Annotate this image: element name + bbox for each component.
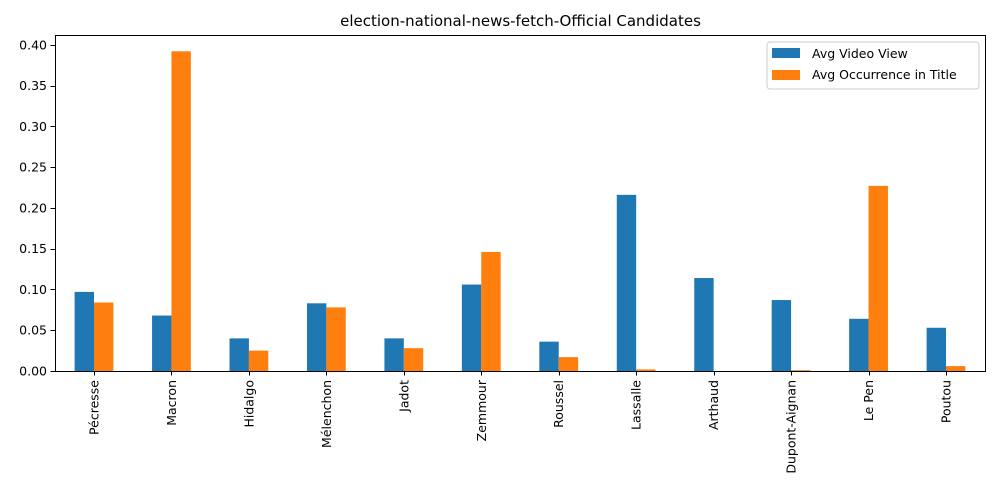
bar-video-view-11 <box>926 327 946 371</box>
bar-occurrence-title-3 <box>326 307 346 371</box>
bar-video-view-7 <box>616 194 637 371</box>
chart-title: election-national-news-fetch-Official Ca… <box>340 12 701 30</box>
bar-video-view-5 <box>461 284 482 371</box>
x-tick-label: Le Pen <box>861 380 876 421</box>
x-tick-label: Zemmour <box>474 379 489 441</box>
y-tick-label: 0.15 <box>19 241 47 256</box>
legend-swatch-video-view <box>772 48 800 58</box>
bar-video-view-0 <box>74 291 94 371</box>
y-tick-label: 0.35 <box>19 78 47 93</box>
y-tick-label: 0.30 <box>19 119 47 134</box>
bar-video-view-10 <box>849 318 869 371</box>
axes-layer <box>55 35 986 372</box>
legend-swatch-occurrence-title <box>772 70 800 80</box>
bar-occurrence-title-2 <box>248 350 269 371</box>
x-tick-label: Lassalle <box>629 380 644 430</box>
bar-occurrence-title-5 <box>481 251 501 371</box>
legend-label-video-view: Avg Video View <box>812 46 908 61</box>
x-tick-label: Macron <box>164 380 179 426</box>
bar-video-view-4 <box>384 338 404 371</box>
bars-layer <box>74 51 966 372</box>
x-tick-label: Mélenchon <box>319 380 334 448</box>
x-tick-label: Jadot <box>396 380 411 413</box>
y-ticks: 0.00 0.05 0.10 0.15 0.20 0.25 0.30 0.35 0.40 <box>19 37 55 379</box>
bar-video-view-1 <box>152 315 172 371</box>
bar-occurrence-title-4 <box>403 348 424 371</box>
bar-occurrence-title-1 <box>171 51 191 372</box>
bar-occurrence-title-11 <box>946 366 966 371</box>
x-tick-label: Poutou <box>939 380 954 423</box>
y-tick-label: 0.10 <box>19 282 47 297</box>
bar-video-view-3 <box>306 303 327 371</box>
legend-label-occurrence-title: Avg Occurrence in Title <box>812 67 957 82</box>
y-tick-label: 0.20 <box>19 200 47 215</box>
x-tick-label: Hidalgo <box>241 380 256 428</box>
x-tick-label: Roussel <box>551 380 566 428</box>
bar-occurrence-title-10 <box>868 185 888 371</box>
x-tick-label: Pécresse <box>87 380 102 435</box>
bar-video-view-8 <box>694 278 714 371</box>
bar-occurrence-title-6 <box>558 357 579 371</box>
y-tick-label: 0.40 <box>19 37 47 52</box>
x-tick-label: Dupont-Aignan <box>784 380 799 474</box>
x-tick-label: Arthaud <box>706 380 721 430</box>
legend-frame <box>766 41 980 90</box>
legend: Avg Video View Avg Occurrence in Title <box>766 41 980 90</box>
bar-video-view-9 <box>771 300 792 371</box>
x-ticks: Pécresse Macron Hidalgo Mélenchon Jadot Zemmo… <box>87 371 954 474</box>
bar-video-view-2 <box>229 338 249 371</box>
bar-occurrence-title-0 <box>94 302 114 371</box>
y-tick-label: 0.00 <box>19 364 47 379</box>
bar-video-view-6 <box>539 341 559 371</box>
y-tick-label: 0.05 <box>19 323 47 338</box>
y-tick-label: 0.25 <box>19 160 47 175</box>
bar-occurrence-title-7 <box>636 369 656 371</box>
bar-occurrence-title-9 <box>791 370 811 371</box>
